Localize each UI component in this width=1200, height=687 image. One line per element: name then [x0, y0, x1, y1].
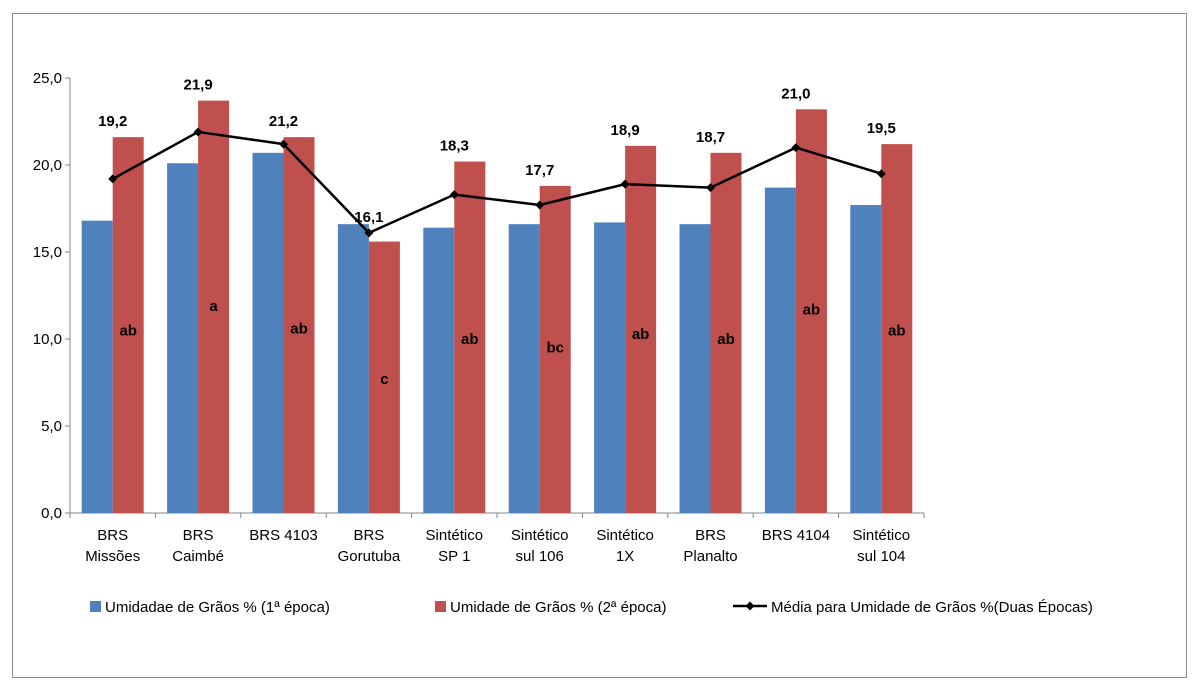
mean-labels: 19,2 21,9 21,2 16,1 18,3 17,7 18,9 18,7 21,0 19,5 — [98, 77, 896, 226]
significance-letter: ab — [888, 322, 906, 339]
mean-data-label: 16,1 — [354, 209, 383, 226]
legend-swatch-epoca2 — [435, 601, 446, 612]
mean-data-label: 18,9 — [610, 122, 639, 139]
category-label: 1X — [616, 548, 634, 565]
significance-letter: ab — [119, 322, 137, 339]
legend: Umidadae de Grãos % (1ª época) Umidade d… — [90, 599, 1093, 616]
legend-label-epoca1: Umidadae de Grãos % (1ª época) — [105, 599, 330, 616]
mean-marker — [449, 190, 459, 200]
mean-data-label: 19,5 — [867, 120, 896, 137]
bar-epoca2 — [454, 161, 486, 513]
mean-data-label: 19,2 — [98, 113, 127, 130]
bar-epoca1 — [508, 224, 540, 513]
bar-epoca1 — [252, 152, 284, 513]
significance-letter: ab — [632, 326, 650, 343]
category-label: Sintético — [426, 527, 484, 544]
category-label: Missões — [85, 548, 140, 565]
category-label: Sintético — [596, 527, 654, 544]
bar-epoca2 — [881, 144, 913, 513]
category-label: BRS 4103 — [249, 527, 317, 544]
y-tick-label: 25,0 — [33, 70, 62, 87]
y-tick-label: 0,0 — [41, 505, 62, 522]
mean-data-label: 21,0 — [781, 85, 810, 102]
bar-epoca1 — [850, 205, 882, 513]
mean-marker — [535, 200, 545, 210]
category-label: BRS — [353, 527, 384, 544]
mean-data-label: 18,7 — [696, 129, 725, 146]
category-label: Gorutuba — [338, 548, 401, 565]
mean-data-label: 17,7 — [525, 162, 554, 179]
category-label: Caimbé — [172, 548, 224, 565]
mean-line — [108, 127, 886, 238]
legend-swatch-epoca1 — [90, 601, 101, 612]
bar-epoca2 — [625, 145, 657, 514]
mean-marker — [620, 179, 630, 189]
category-label: Planalto — [683, 548, 737, 565]
bar-epoca2 — [795, 109, 827, 513]
y-tick-label: 5,0 — [41, 418, 62, 435]
mean-line-path — [112, 130, 882, 235]
category-label: sul 104 — [857, 548, 905, 565]
legend-marker-media — [745, 601, 755, 611]
mean-data-label: 21,9 — [183, 77, 212, 94]
bar-epoca2 — [368, 241, 400, 513]
y-tick-label: 15,0 — [33, 244, 62, 261]
category-label: sul 106 — [516, 548, 564, 565]
mean-marker — [108, 174, 118, 184]
mean-marker — [706, 183, 715, 193]
bar-epoca2 — [112, 137, 144, 513]
mean-data-label: 21,2 — [269, 113, 298, 130]
significance-letter: ab — [803, 301, 821, 318]
mean-data-label: 18,3 — [440, 138, 469, 155]
bar-epoca2 — [539, 185, 571, 513]
mean-marker — [364, 228, 374, 238]
category-label: SP 1 — [438, 548, 470, 565]
category-label: BRS — [695, 527, 726, 544]
y-tick-label: 20,0 — [33, 157, 62, 174]
bar-epoca2 — [198, 100, 230, 514]
significance-letter: ab — [717, 331, 735, 348]
bar-epoca1 — [679, 224, 711, 513]
significance-letter: a — [209, 298, 218, 315]
bar-epoca2 — [710, 152, 742, 513]
category-label: BRS — [183, 527, 214, 544]
mean-marker — [791, 143, 801, 153]
bar-epoca1 — [764, 187, 796, 513]
significance-letters: ab a ab c ab bc ab ab ab ab — [119, 298, 905, 388]
bars — [81, 100, 913, 514]
mean-marker — [876, 169, 886, 179]
bar-epoca1 — [594, 222, 626, 514]
category-label: BRS — [97, 527, 128, 544]
significance-letter: bc — [546, 340, 564, 357]
bar-epoca1 — [167, 163, 199, 513]
bar-epoca2 — [283, 137, 315, 513]
significance-letter: c — [380, 371, 388, 388]
legend-label-epoca2: Umidade de Grãos % (2ª época) — [450, 599, 667, 616]
bar-epoca1 — [423, 227, 455, 513]
bar-epoca1 — [81, 220, 113, 513]
category-label: BRS 4104 — [762, 527, 830, 544]
category-label: Sintético — [511, 527, 569, 544]
significance-letter: ab — [461, 331, 479, 348]
mean-marker — [279, 139, 288, 149]
bar-epoca1 — [337, 224, 369, 513]
significance-letter: ab — [290, 321, 308, 338]
category-labels: BRS Missões BRS Caimbé BRS 4103 BRS Gorutuba Si… — [85, 527, 910, 565]
legend-label-media: Média para Umidade de Grãos %(Duas Época… — [771, 599, 1093, 616]
mean-marker — [193, 127, 203, 137]
category-label: Sintético — [853, 527, 911, 544]
y-tick-label: 10,0 — [33, 331, 62, 348]
